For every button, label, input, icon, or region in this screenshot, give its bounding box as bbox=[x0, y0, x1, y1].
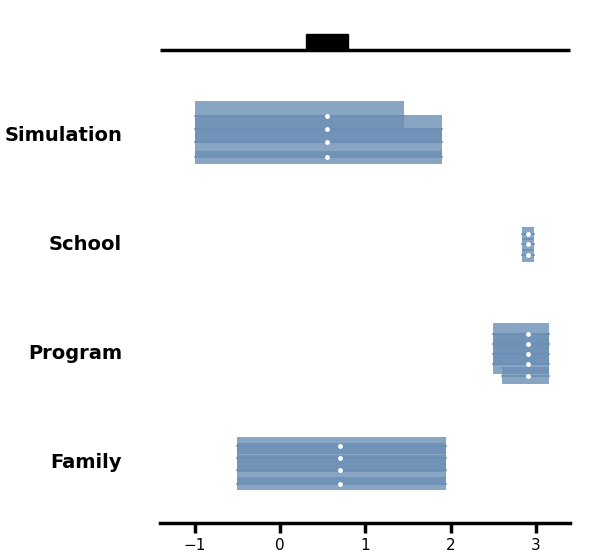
Bar bbox=[493, 353, 549, 375]
Text: Family: Family bbox=[50, 454, 122, 473]
Bar bbox=[194, 128, 442, 156]
Bar bbox=[237, 437, 446, 454]
Bar bbox=[237, 444, 446, 472]
Bar bbox=[305, 34, 348, 50]
Bar bbox=[521, 227, 533, 240]
Bar bbox=[194, 151, 442, 164]
Bar bbox=[237, 477, 446, 491]
Bar bbox=[521, 249, 533, 262]
Bar bbox=[493, 343, 549, 365]
Bar bbox=[194, 114, 442, 143]
Text: School: School bbox=[49, 235, 122, 254]
Text: Program: Program bbox=[28, 344, 122, 363]
Bar bbox=[521, 238, 533, 251]
Bar bbox=[194, 101, 404, 130]
Text: Simulation: Simulation bbox=[4, 126, 122, 144]
Bar bbox=[237, 455, 446, 484]
Bar bbox=[502, 367, 549, 384]
Bar bbox=[493, 333, 549, 355]
Bar bbox=[493, 323, 549, 345]
